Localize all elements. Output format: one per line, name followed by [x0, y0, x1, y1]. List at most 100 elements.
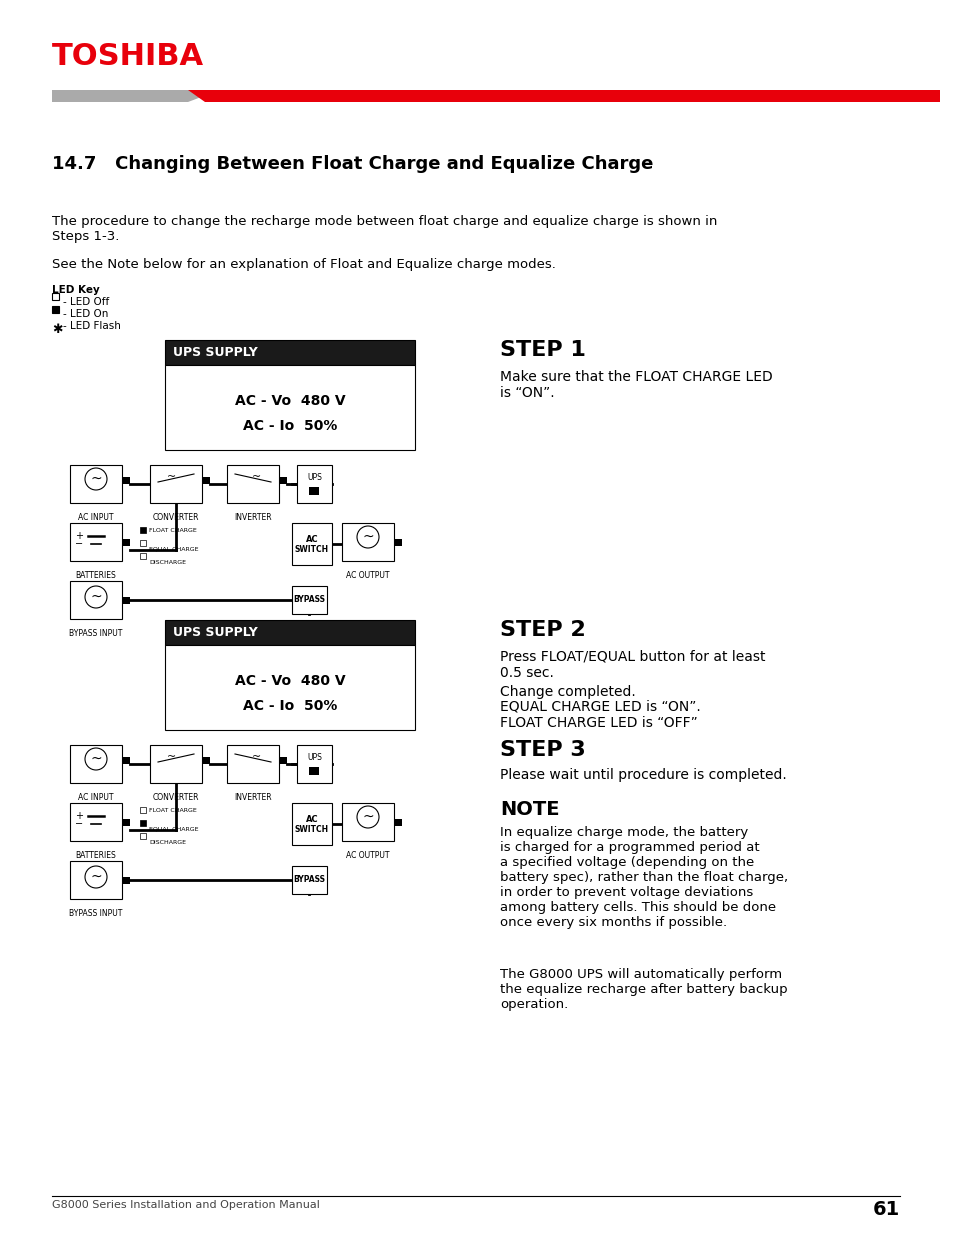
- Bar: [292, 866, 327, 894]
- Text: AC: AC: [305, 535, 318, 543]
- Text: EQUAL CHARGE: EQUAL CHARGE: [149, 547, 198, 552]
- Text: G8000 Series Installation and Operation Manual: G8000 Series Installation and Operation …: [52, 1200, 319, 1210]
- Bar: [70, 803, 122, 841]
- Text: 14.7   Changing Between Float Charge and Equalize Charge: 14.7 Changing Between Float Charge and E…: [52, 156, 653, 173]
- Text: Please wait until procedure is completed.: Please wait until procedure is completed…: [499, 768, 786, 782]
- Text: 61: 61: [872, 1200, 899, 1219]
- Bar: [292, 585, 327, 614]
- Bar: [395, 819, 401, 826]
- Text: See the Note below for an explanation of Float and Equalize charge modes.: See the Note below for an explanation of…: [52, 258, 556, 270]
- Text: −: −: [75, 538, 83, 550]
- Text: BYPASS INPUT: BYPASS INPUT: [70, 629, 123, 638]
- Text: TOSHIBA: TOSHIBA: [52, 42, 204, 70]
- Bar: [140, 832, 146, 839]
- Text: DISCHARGE: DISCHARGE: [149, 559, 186, 564]
- Bar: [341, 522, 394, 561]
- Bar: [165, 645, 415, 730]
- Text: +: +: [75, 531, 83, 541]
- Text: ~: ~: [253, 752, 261, 762]
- Text: FLOAT CHARGE LED is “OFF”: FLOAT CHARGE LED is “OFF”: [499, 716, 697, 730]
- Text: - LED Flash: - LED Flash: [63, 321, 121, 331]
- Bar: [292, 803, 332, 845]
- Text: The G8000 UPS will automatically perform
the equalize recharge after battery bac: The G8000 UPS will automatically perform…: [499, 968, 787, 1011]
- Bar: [280, 477, 287, 484]
- Text: ~: ~: [253, 472, 261, 482]
- Text: The procedure to change the recharge mode between float charge and equalize char: The procedure to change the recharge mod…: [52, 215, 717, 243]
- Bar: [140, 527, 146, 534]
- Text: EQUAL CHARGE: EQUAL CHARGE: [149, 826, 198, 831]
- Bar: [227, 466, 278, 503]
- Text: BYPASS INPUT: BYPASS INPUT: [70, 909, 123, 918]
- Bar: [70, 745, 122, 783]
- Text: AC: AC: [305, 815, 318, 824]
- Text: UPS SUPPLY: UPS SUPPLY: [172, 346, 257, 359]
- Bar: [150, 466, 202, 503]
- Text: ~: ~: [91, 472, 102, 487]
- Bar: [70, 580, 122, 619]
- Bar: [140, 820, 146, 826]
- Text: UPS: UPS: [307, 473, 321, 482]
- Text: ~: ~: [362, 530, 374, 543]
- Bar: [52, 293, 59, 300]
- Text: ~: ~: [91, 869, 102, 884]
- Bar: [123, 877, 130, 884]
- Bar: [165, 620, 415, 645]
- Text: In equalize charge mode, the battery
is charged for a programmed period at
a spe: In equalize charge mode, the battery is …: [499, 826, 787, 929]
- Bar: [341, 803, 394, 841]
- Text: +: +: [75, 811, 83, 821]
- Bar: [309, 767, 319, 776]
- Bar: [309, 487, 319, 495]
- Circle shape: [85, 866, 107, 888]
- Text: ~: ~: [362, 810, 374, 824]
- Circle shape: [85, 468, 107, 490]
- Text: STEP 2: STEP 2: [499, 620, 585, 640]
- Bar: [123, 757, 130, 764]
- Text: BYPASS: BYPASS: [294, 876, 325, 884]
- Bar: [123, 819, 130, 826]
- Text: AC - Vo  480 V: AC - Vo 480 V: [234, 394, 345, 408]
- Text: Change completed.: Change completed.: [499, 685, 635, 699]
- Bar: [280, 757, 287, 764]
- Bar: [123, 597, 130, 604]
- Bar: [123, 477, 130, 484]
- Bar: [70, 522, 122, 561]
- Text: Make sure that the FLOAT CHARGE LED
is “ON”.: Make sure that the FLOAT CHARGE LED is “…: [499, 370, 772, 400]
- Bar: [70, 861, 122, 899]
- Bar: [140, 553, 146, 559]
- Text: ~: ~: [91, 752, 102, 766]
- Text: INVERTER: INVERTER: [233, 793, 272, 802]
- Text: AC - Io  50%: AC - Io 50%: [243, 419, 336, 433]
- Bar: [140, 806, 146, 813]
- Bar: [296, 745, 332, 783]
- Text: STEP 3: STEP 3: [499, 740, 585, 760]
- Text: CONVERTER: CONVERTER: [152, 793, 199, 802]
- Text: SWITCH: SWITCH: [294, 546, 329, 555]
- Text: ~: ~: [167, 752, 176, 762]
- Text: ~: ~: [91, 590, 102, 604]
- Bar: [165, 340, 415, 366]
- Text: AC OUTPUT: AC OUTPUT: [346, 851, 390, 860]
- Circle shape: [85, 585, 107, 608]
- Text: ✱: ✱: [52, 324, 63, 336]
- Polygon shape: [188, 90, 939, 103]
- Text: - LED Off: - LED Off: [63, 296, 110, 308]
- Circle shape: [356, 806, 378, 827]
- Bar: [165, 366, 415, 450]
- Text: BATTERIES: BATTERIES: [75, 571, 116, 580]
- Text: AC - Vo  480 V: AC - Vo 480 V: [234, 674, 345, 688]
- Bar: [227, 745, 278, 783]
- Text: - LED On: - LED On: [63, 309, 109, 319]
- Bar: [52, 306, 59, 312]
- Text: AC INPUT: AC INPUT: [78, 793, 113, 802]
- Bar: [395, 538, 401, 546]
- Circle shape: [356, 526, 378, 548]
- Text: CONVERTER: CONVERTER: [152, 513, 199, 522]
- Bar: [140, 540, 146, 546]
- Text: −: −: [75, 819, 83, 829]
- Text: AC - Io  50%: AC - Io 50%: [243, 699, 336, 713]
- Polygon shape: [52, 90, 220, 103]
- Text: EQUAL CHARGE LED is “ON”.: EQUAL CHARGE LED is “ON”.: [499, 700, 700, 714]
- Text: SWITCH: SWITCH: [294, 825, 329, 835]
- Circle shape: [85, 748, 107, 769]
- Bar: [203, 757, 210, 764]
